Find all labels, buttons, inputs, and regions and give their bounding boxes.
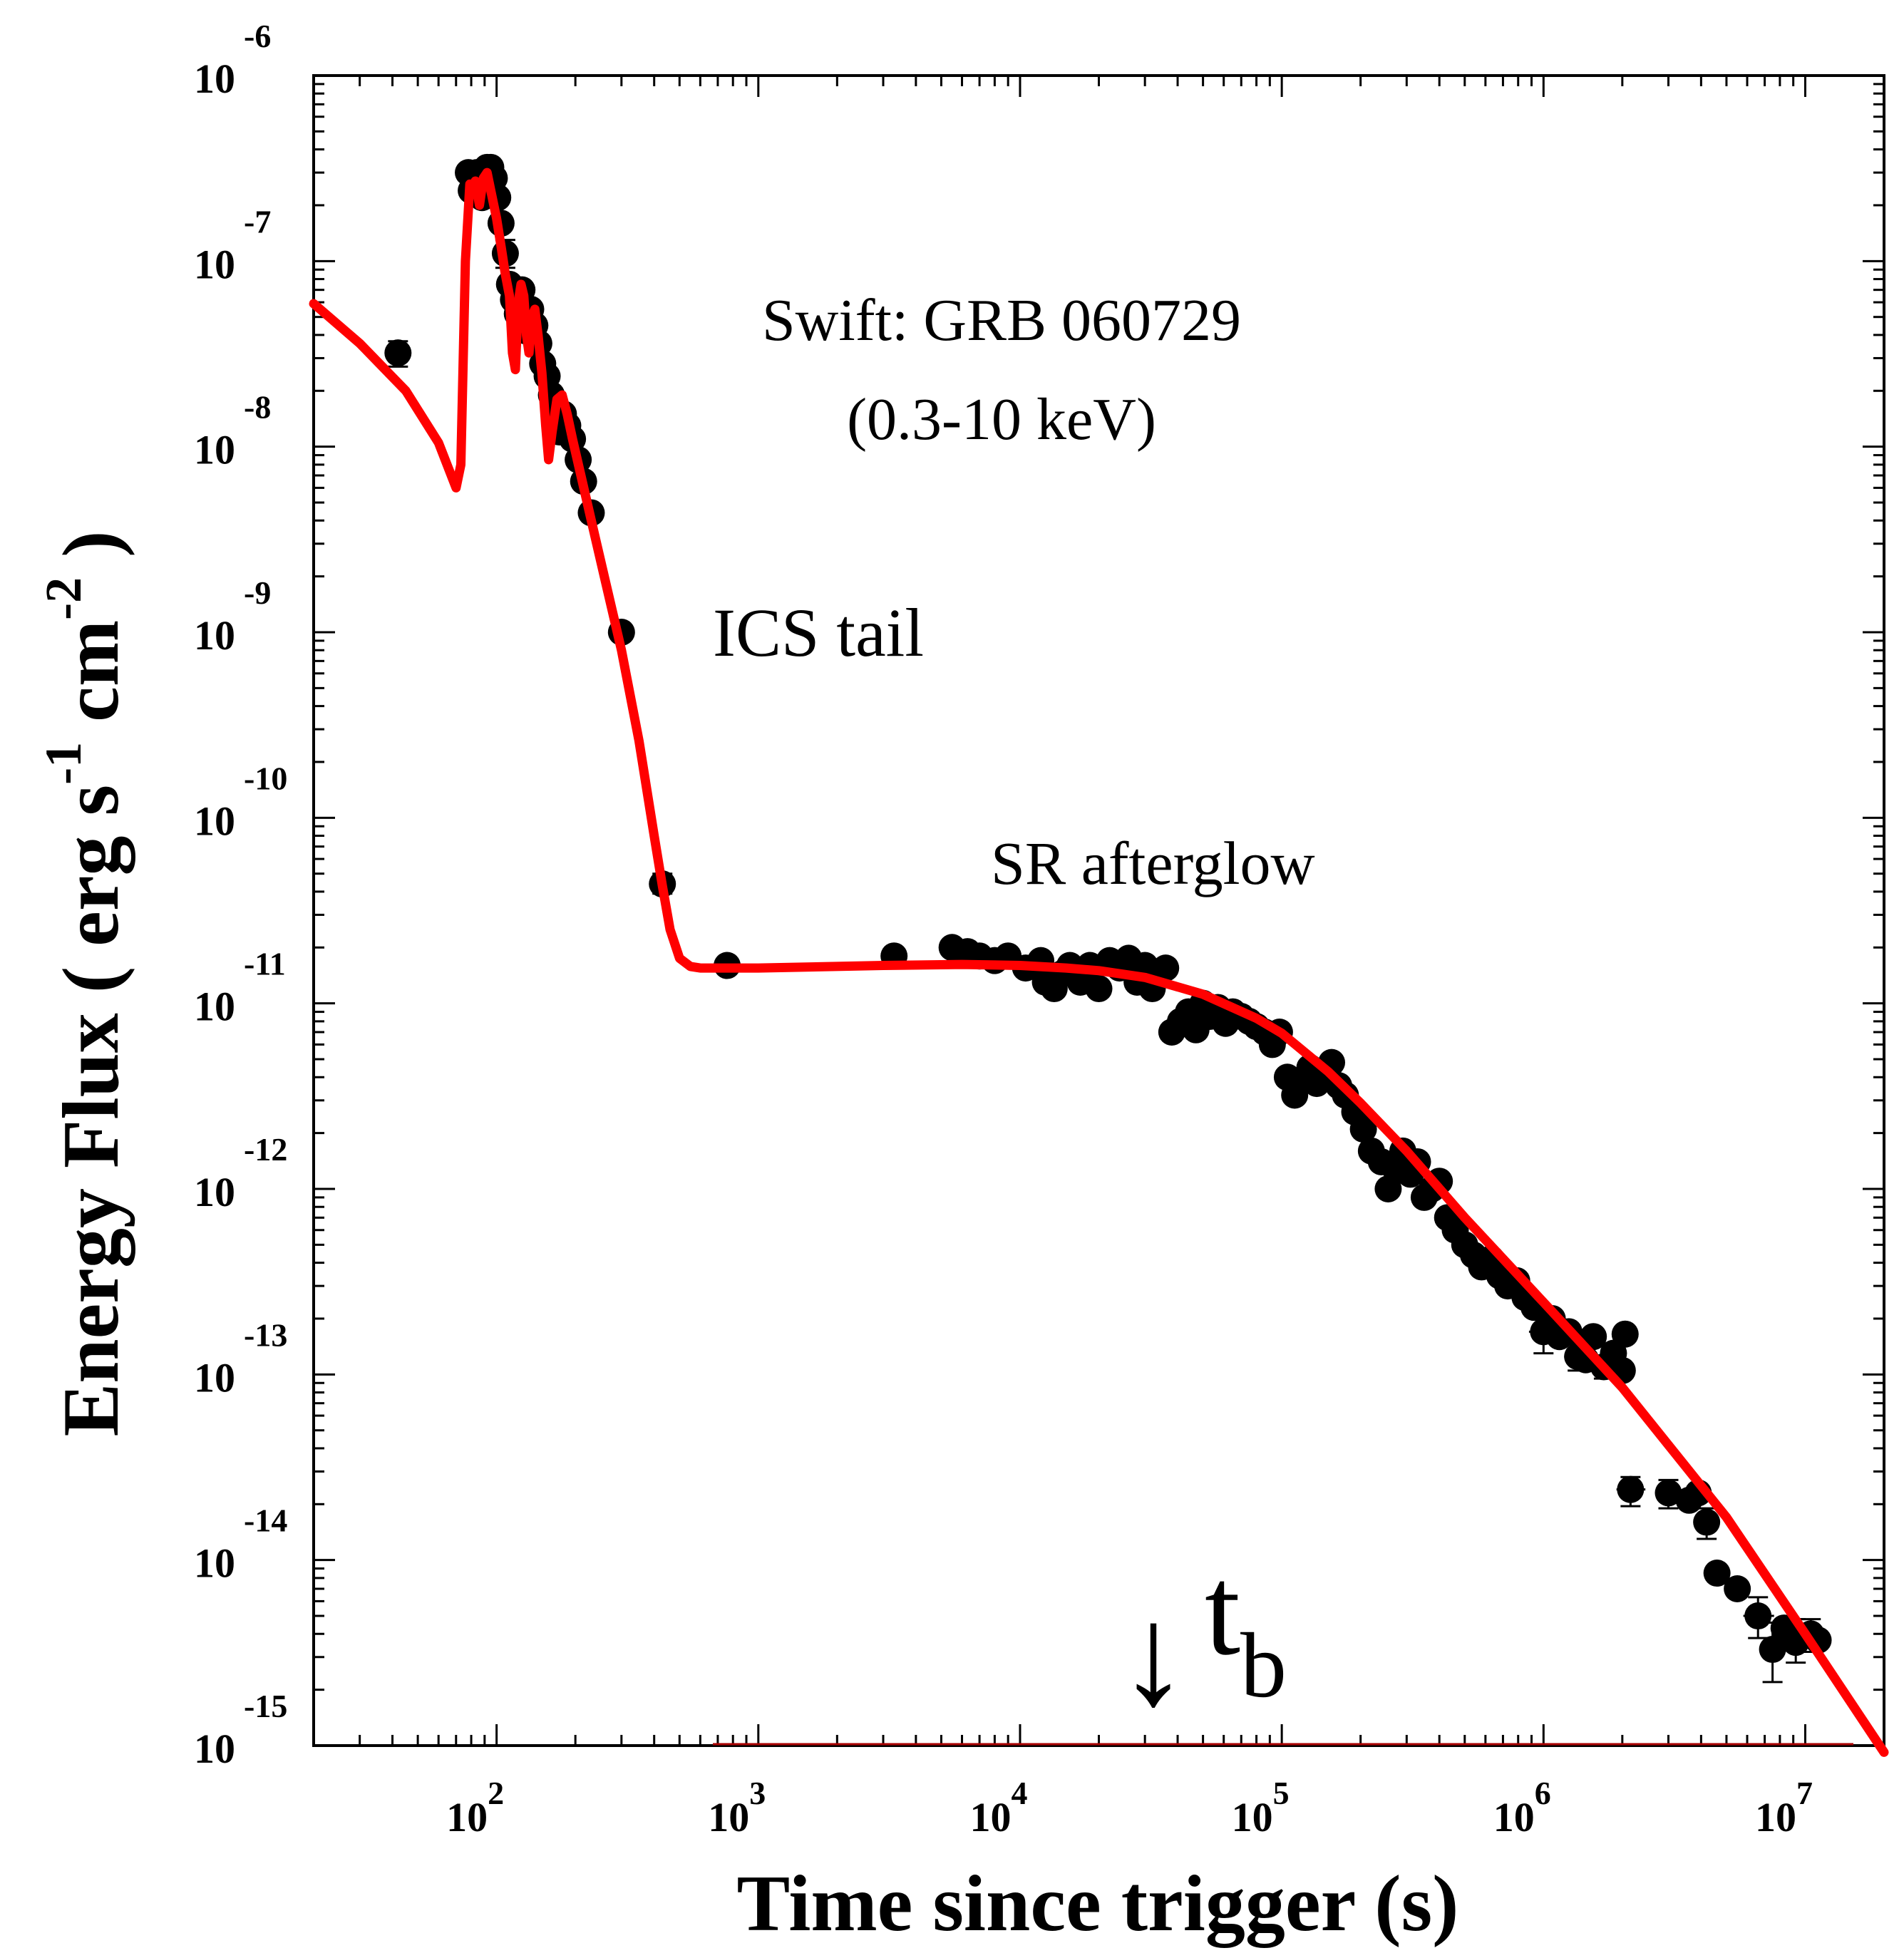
- x-tick-label-base: 10: [1493, 1794, 1535, 1840]
- y-axis-title-part-3: ): [47, 531, 135, 577]
- data-point: [1374, 1175, 1402, 1202]
- y-tick-label-base: 10: [194, 798, 235, 844]
- y-tick-label-exponent: -13: [244, 1316, 287, 1353]
- tb-label-t: t: [1205, 1540, 1240, 1681]
- x-tick-label-exponent: 2: [488, 1775, 504, 1811]
- x-axis-title: Time since trigger (s): [737, 1860, 1459, 1948]
- tb-label-subscript: b: [1240, 1614, 1287, 1717]
- x-tick-label-exponent: 6: [1535, 1775, 1551, 1811]
- x-tick-label-exponent: 7: [1796, 1775, 1813, 1811]
- data-point: [384, 339, 412, 367]
- sr-afterglow-label: SR afterglow: [991, 829, 1315, 897]
- x-tick-label-base: 10: [1755, 1794, 1796, 1840]
- y-tick-label-base: 10: [194, 612, 235, 659]
- x-tick-label-base: 10: [708, 1794, 749, 1840]
- annotations: Swift: GRB 060729 (0.3-10 keV) ICS tail …: [713, 287, 1315, 1735]
- data-point: [1724, 1575, 1751, 1602]
- y-tick-label-base: 10: [194, 1354, 235, 1401]
- x-tick-label-base: 10: [969, 1794, 1011, 1840]
- data-point: [1611, 1320, 1639, 1348]
- y-tick-label-exponent: -10: [244, 760, 287, 796]
- break-time-marker: ↓ tb: [1118, 1540, 1287, 1735]
- x-tick-label: 107: [1755, 1775, 1813, 1840]
- data-point: [1617, 1475, 1645, 1503]
- y-tick-label-base: 10: [194, 1169, 235, 1215]
- y-tick-label-exponent: -9: [244, 574, 271, 611]
- tb-label: tb: [1205, 1540, 1287, 1717]
- ics-tail-label: ICS tail: [713, 594, 924, 671]
- x-tick-label: 106: [1493, 1775, 1551, 1840]
- y-tick-label-base: 10: [194, 984, 235, 1030]
- y-tick-label-exponent: -14: [244, 1503, 287, 1539]
- y-tick-label-base: 10: [194, 56, 235, 102]
- x-tick-label-exponent: 5: [1273, 1775, 1290, 1811]
- x-tick-label: 103: [708, 1775, 766, 1840]
- data-point: [1085, 975, 1113, 1003]
- y-tick-label-exponent: -7: [244, 203, 271, 239]
- data-point: [1744, 1602, 1772, 1630]
- data-point: [1152, 954, 1180, 982]
- axes: 10210310410510610710-610-710-810-910-101…: [194, 18, 1885, 1840]
- y-tick-label-exponent: -11: [244, 946, 286, 982]
- model-fit-line: [309, 168, 1889, 1757]
- data-point: [1703, 1560, 1731, 1587]
- x-tick-label-base: 10: [1232, 1794, 1273, 1840]
- y-tick-label-base: 10: [194, 1726, 235, 1772]
- y-tick-label-base: 10: [194, 427, 235, 473]
- y-axis-title-part-2: cm: [47, 620, 135, 742]
- x-tick-label: 104: [969, 1775, 1027, 1840]
- title-line-1: Swift: GRB 060729: [762, 287, 1241, 354]
- y-tick-label-exponent: -6: [244, 18, 271, 54]
- y-tick-label-exponent: -15: [244, 1688, 287, 1724]
- y-axis-title-sup-1: -1: [35, 742, 92, 785]
- y-tick-label-exponent: -12: [244, 1131, 287, 1168]
- x-tick-label-exponent: 3: [749, 1775, 766, 1811]
- x-tick-label-exponent: 4: [1011, 1775, 1027, 1811]
- data-point: [1655, 1479, 1682, 1507]
- y-axis-title-sup-2: -2: [35, 577, 92, 620]
- x-tick-label: 102: [446, 1775, 504, 1840]
- y-tick-label-exponent: -8: [244, 389, 271, 426]
- data-point: [1759, 1636, 1786, 1664]
- x-tick-label: 105: [1232, 1775, 1290, 1840]
- title-line-2: (0.3-10 keV): [847, 386, 1156, 453]
- y-axis-title: Energy Flux ( erg s-1 cm-2 ): [35, 531, 135, 1437]
- y-tick-label-base: 10: [194, 1540, 235, 1587]
- y-tick-label-base: 10: [194, 241, 235, 287]
- data-point: [1349, 1115, 1377, 1143]
- down-arrow-icon: ↓: [1118, 1577, 1189, 1735]
- data-point: [1693, 1508, 1721, 1536]
- x-tick-label-base: 10: [446, 1794, 488, 1840]
- y-axis-title-part-1: Energy Flux ( erg s: [47, 785, 135, 1437]
